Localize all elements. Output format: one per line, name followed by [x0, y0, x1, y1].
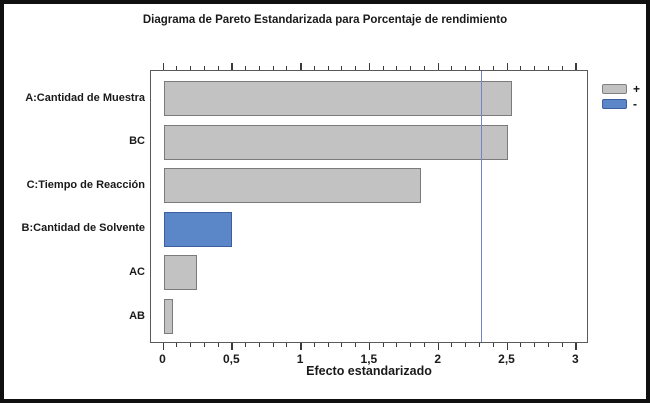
x-tick-bottom [520, 343, 522, 347]
x-tick-label: 2 [434, 352, 442, 366]
x-tick-top [520, 66, 522, 70]
x-tick-bottom [231, 343, 233, 350]
x-tick-top [217, 66, 219, 70]
x-tick-bottom [423, 343, 425, 347]
category-label: C:Tiempo de Reacción [26, 178, 145, 191]
x-tick-bottom [437, 343, 440, 350]
legend-swatch-negative [602, 99, 627, 109]
x-tick-top [355, 66, 357, 70]
category-label: BC [129, 135, 145, 148]
x-tick-top [300, 63, 302, 70]
pareto-bar [163, 168, 421, 204]
x-tick-bottom [478, 343, 480, 347]
x-tick-bottom [561, 343, 563, 347]
legend: + - [602, 83, 640, 110]
x-tick-bottom [272, 343, 274, 347]
pareto-bar [163, 211, 233, 247]
x-tick-bottom [203, 343, 205, 347]
x-tick-top [506, 63, 508, 70]
x-tick-label: 1,5 [360, 352, 378, 366]
x-tick-top [465, 66, 467, 70]
x-tick-label: 3 [571, 352, 579, 366]
x-tick-bottom [217, 343, 219, 347]
x-tick-top [286, 66, 288, 70]
x-tick-label: 1 [296, 352, 304, 366]
x-tick-label: 0 [159, 352, 166, 366]
x-tick-bottom [162, 343, 164, 350]
x-tick-bottom [258, 343, 260, 347]
x-tick-bottom [368, 343, 371, 350]
reference-line [480, 71, 483, 342]
x-tick-bottom [575, 343, 577, 350]
category-label: AB [129, 309, 145, 322]
legend-label-negative: - [633, 97, 637, 111]
x-tick-bottom [355, 343, 357, 347]
category-label: AC [129, 265, 145, 278]
legend-label-positive: + [633, 82, 641, 96]
legend-swatch-positive [602, 84, 627, 94]
pareto-bar [163, 124, 508, 160]
x-tick-bottom [547, 343, 549, 347]
x-tick-bottom [176, 343, 178, 347]
x-tick-bottom [327, 343, 329, 347]
x-tick-top [423, 66, 425, 70]
x-tick-bottom [396, 343, 398, 347]
x-tick-bottom [300, 343, 302, 350]
legend-item-negative: - [602, 98, 640, 110]
x-tick-bottom [534, 343, 536, 347]
x-tick-bottom [245, 343, 247, 347]
plot-area [150, 70, 588, 343]
x-tick-top [190, 66, 192, 70]
x-tick-top [313, 66, 315, 70]
x-tick-top [368, 63, 371, 70]
x-tick-top [437, 63, 440, 70]
x-tick-top [382, 66, 384, 70]
legend-item-positive: + [602, 83, 640, 95]
x-tick-label: 0,5 [222, 352, 240, 366]
x-tick-top [272, 66, 274, 70]
x-tick-bottom [190, 343, 192, 347]
category-label: B:Cantidad de Solvente [21, 222, 145, 235]
x-tick-top [396, 66, 398, 70]
x-tick-top [451, 66, 453, 70]
x-tick-bottom [451, 343, 453, 347]
x-tick-top [561, 66, 563, 70]
x-tick-top [492, 66, 494, 70]
x-tick-top [327, 66, 329, 70]
x-tick-top [231, 63, 233, 70]
x-tick-bottom [465, 343, 467, 347]
x-tick-top [258, 66, 260, 70]
x-tick-bottom [506, 343, 508, 350]
category-label: A:Cantidad de Muestra [25, 91, 145, 104]
pareto-bar [163, 255, 197, 291]
x-tick-top [203, 66, 205, 70]
x-tick-top [575, 63, 577, 70]
x-tick-bottom [286, 343, 288, 347]
pareto-bar [163, 299, 174, 334]
x-tick-top [534, 66, 536, 70]
chart-title: Diagrama de Pareto Estandarizada para Po… [142, 14, 508, 26]
x-tick-bottom [341, 343, 343, 347]
x-tick-top [162, 63, 164, 70]
x-tick-top [410, 66, 412, 70]
x-tick-top [341, 66, 343, 70]
x-tick-bottom [313, 343, 315, 347]
pareto-bar [163, 81, 512, 116]
x-tick-bottom [492, 343, 494, 347]
x-tick-bottom [382, 343, 384, 347]
x-tick-top [245, 66, 247, 70]
x-tick-label: 2,5 [498, 352, 515, 366]
x-axis-title: Efecto estandarizado [306, 364, 432, 378]
x-tick-bottom [410, 343, 412, 347]
x-tick-top [176, 66, 178, 70]
x-tick-top [547, 66, 549, 70]
x-tick-top [478, 66, 480, 70]
